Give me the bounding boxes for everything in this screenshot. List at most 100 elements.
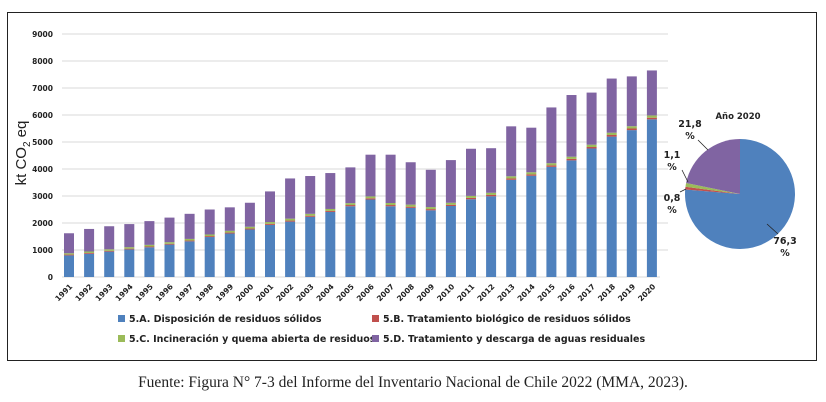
pie-label-percent: % [667, 162, 677, 173]
y-tick-label: 1000 [32, 246, 53, 255]
pie-label-value: 0,8 [664, 193, 681, 204]
bar-segment-5c [626, 126, 637, 129]
bar-stack-2002 [285, 178, 296, 277]
bar-segment-5d [466, 148, 476, 196]
bar-segment-5a [124, 249, 135, 277]
bar-segment-5b [204, 236, 215, 238]
pie-label-value: 21,8 [678, 119, 702, 130]
pie-labels: 76,3%0,8%1,1%21,8% [664, 119, 797, 259]
y-tick-label: 3000 [32, 192, 53, 201]
x-tick-label: 2019 [616, 282, 637, 303]
bar-segment-5d [204, 209, 215, 235]
bar-stack-1993 [104, 226, 115, 277]
legend-swatch [118, 335, 125, 342]
y-tick-label: 0 [48, 273, 53, 282]
bar-segment-5c [646, 115, 657, 118]
bar-segment-5d [285, 178, 296, 219]
legend-item: 5.B. Tratamiento biológico de residuos s… [372, 314, 631, 325]
y-tick-label: 6000 [32, 111, 53, 120]
x-tick-label: 1995 [134, 282, 155, 303]
bar-segment-5a [586, 148, 597, 277]
legend-item: 5.A. Disposición de residuos sólidos [118, 314, 322, 325]
bar-series [64, 70, 657, 277]
bar-segment-5a [606, 136, 617, 277]
x-tick-label: 1991 [53, 282, 74, 303]
bar-segment-5b [486, 194, 497, 197]
bar-segment-5b [445, 204, 456, 206]
bar-stack-2016 [566, 95, 577, 277]
x-tick-label: 2016 [556, 282, 577, 303]
pie-label-percent: % [780, 248, 790, 259]
x-tick-label: 1999 [214, 282, 235, 303]
y-tick-label: 5000 [32, 138, 53, 147]
bar-segment-5d [486, 148, 497, 193]
bar-segment-5a [365, 199, 376, 277]
bar-segment-5c [526, 172, 537, 175]
pie-chart [685, 139, 795, 249]
bar-segment-5d [626, 76, 637, 127]
bar-segment-5c [224, 230, 235, 233]
bar-segment-5b [345, 205, 356, 207]
bar-segment-5c [184, 238, 195, 241]
bar-segment-5b [104, 250, 115, 252]
x-tick-label: 2008 [395, 282, 416, 303]
leader-line [679, 188, 687, 193]
bar-segment-5a [345, 206, 356, 277]
bar-stack-2014 [526, 127, 537, 277]
bar-stack-1999 [224, 207, 235, 277]
bar-stack-2009 [425, 169, 436, 277]
bar-segment-5b [646, 117, 657, 120]
bar-segment-5d [345, 167, 356, 204]
bar-segment-5c [144, 244, 155, 247]
bar-segment-5b [546, 165, 557, 167]
bar-segment-5b [466, 197, 476, 200]
bar-segment-5c [104, 249, 115, 251]
bar-segment-5c [606, 132, 617, 135]
legend-label: 5.C. Incineración y quema abierta de res… [129, 334, 376, 345]
bar-stack-2007 [385, 154, 396, 277]
bar-segment-5b [385, 205, 396, 207]
bar-segment-5a [244, 229, 255, 277]
bar-segment-5d [265, 191, 275, 223]
bar-segment-5a [546, 166, 557, 277]
y-tick-label: 9000 [32, 30, 53, 39]
pie-label-percent: % [667, 205, 677, 216]
bar-segment-5b [144, 246, 155, 248]
x-tick-label: 2005 [335, 282, 356, 303]
bar-segment-5d [365, 154, 376, 197]
x-axis-ticks: 1991199219931994199519961997199819992000… [53, 282, 657, 303]
bar-segment-5d [425, 169, 436, 208]
bar-segment-5d [566, 95, 577, 157]
bar-stack-2006 [365, 154, 376, 277]
bar-segment-5a [526, 175, 537, 277]
bar-segment-5a [405, 207, 416, 277]
bar-segment-5a [204, 237, 215, 277]
x-tick-label: 2009 [415, 282, 436, 303]
bar-segment-5c [546, 163, 557, 166]
x-tick-label: 1992 [73, 282, 94, 303]
x-tick-label: 1994 [114, 282, 135, 303]
legend-item: 5.C. Incineración y quema abierta de res… [118, 334, 376, 345]
bar-segment-5d [124, 224, 135, 248]
y-tick-label: 4000 [32, 165, 53, 174]
x-tick-label: 2020 [636, 282, 657, 303]
bar-segment-5d [244, 202, 255, 227]
bar-segment-5a [64, 255, 74, 277]
bar-segment-5a [566, 160, 577, 277]
x-tick-label: 2014 [516, 282, 537, 303]
bar-segment-5b [325, 210, 336, 212]
bar-segment-5d [184, 213, 195, 239]
bar-segment-5d [586, 92, 597, 145]
bar-stack-2017 [586, 92, 597, 277]
bar-segment-5c [425, 207, 436, 210]
bar-segment-5b [566, 158, 577, 161]
bar-segment-5b [405, 206, 416, 208]
bar-stack-2013 [506, 126, 517, 277]
bar-segment-5c [164, 242, 175, 244]
bar-segment-5c [445, 202, 456, 205]
bar-stack-2011 [466, 148, 476, 277]
x-tick-label: 2000 [234, 282, 255, 303]
pie-label-percent: % [685, 131, 695, 142]
bar-segment-5c [385, 203, 396, 206]
pie-title: Año 2020 [715, 112, 760, 122]
